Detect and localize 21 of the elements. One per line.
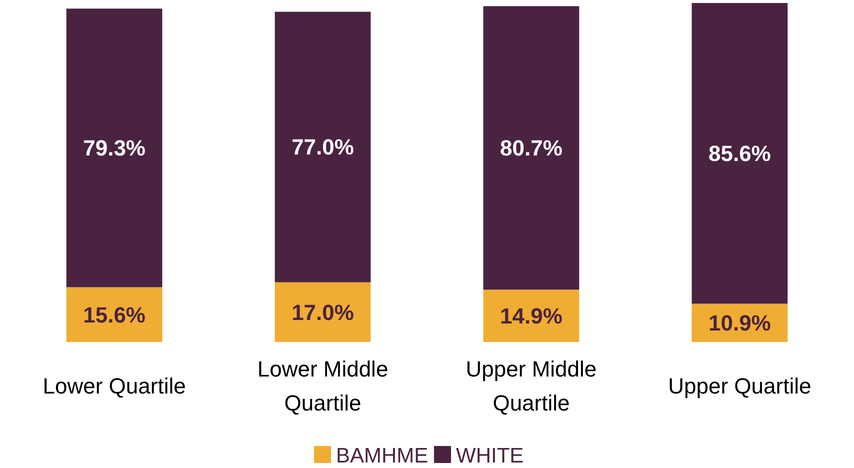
legend-label: WHITE [456, 444, 524, 468]
x-tick-label: Upper Quartile [668, 374, 812, 399]
data-label: 10.9% [708, 310, 771, 336]
data-label: 15.6% [83, 302, 146, 328]
x-tick-label: Lower Quartile [42, 374, 186, 399]
bar [692, 3, 788, 304]
data-label: 77.0% [292, 134, 354, 160]
bar [66, 287, 162, 342]
data-label: 14.9% [500, 304, 562, 329]
bar [274, 282, 371, 342]
bar [483, 6, 580, 290]
x-tick-label: Lower Middle Quartile [257, 356, 388, 416]
legend-label: BAMHME [336, 444, 428, 468]
data-label: 79.3% [83, 136, 146, 161]
bar [274, 12, 371, 282]
data-label: 17.0% [292, 300, 354, 325]
data-label: 85.6% [708, 141, 771, 166]
x-tick-label: Upper Middle Quartile [466, 356, 597, 416]
bar [66, 8, 162, 288]
bar [483, 290, 580, 342]
data-label: 80.7% [500, 136, 562, 161]
